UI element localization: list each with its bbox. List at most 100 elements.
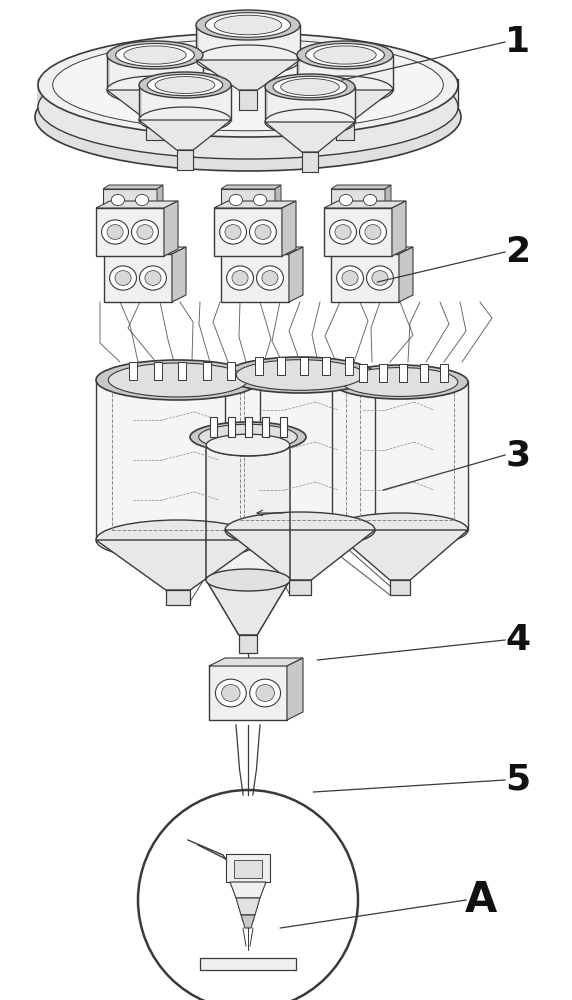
Ellipse shape <box>372 271 388 285</box>
Bar <box>420 364 428 382</box>
Bar <box>177 150 193 170</box>
Bar <box>239 635 257 653</box>
Polygon shape <box>332 530 468 580</box>
Ellipse shape <box>112 194 125 206</box>
Ellipse shape <box>108 363 248 397</box>
Bar <box>399 364 407 382</box>
Polygon shape <box>196 25 199 60</box>
Polygon shape <box>157 185 163 211</box>
Polygon shape <box>139 120 231 150</box>
Bar <box>178 362 186 380</box>
Bar <box>221 189 276 211</box>
Polygon shape <box>241 915 255 928</box>
Bar <box>300 357 308 375</box>
Ellipse shape <box>38 33 458 137</box>
Bar <box>200 958 296 970</box>
Polygon shape <box>209 658 303 666</box>
Ellipse shape <box>335 225 351 239</box>
Polygon shape <box>331 185 391 189</box>
Text: 5: 5 <box>505 763 530 797</box>
Polygon shape <box>107 55 203 90</box>
Polygon shape <box>96 201 178 208</box>
Ellipse shape <box>229 194 243 206</box>
Text: 1: 1 <box>505 25 530 59</box>
Polygon shape <box>96 540 260 590</box>
Polygon shape <box>206 580 290 635</box>
Ellipse shape <box>198 424 297 450</box>
Ellipse shape <box>107 225 123 239</box>
Polygon shape <box>287 658 303 720</box>
Ellipse shape <box>255 225 271 239</box>
Polygon shape <box>38 81 46 107</box>
Ellipse shape <box>253 194 267 206</box>
Polygon shape <box>399 247 413 302</box>
Polygon shape <box>172 247 186 302</box>
Bar <box>227 362 235 380</box>
Ellipse shape <box>139 72 231 98</box>
Ellipse shape <box>124 46 186 64</box>
Bar <box>359 364 367 382</box>
Ellipse shape <box>265 109 355 135</box>
Bar <box>277 357 285 375</box>
Bar <box>214 208 282 256</box>
Polygon shape <box>324 201 406 208</box>
Ellipse shape <box>206 569 290 591</box>
Polygon shape <box>265 122 355 152</box>
Bar <box>113 390 244 530</box>
Bar <box>202 362 210 380</box>
Ellipse shape <box>367 266 394 290</box>
Ellipse shape <box>314 46 376 64</box>
Ellipse shape <box>225 357 375 393</box>
Ellipse shape <box>96 360 260 400</box>
Polygon shape <box>282 201 296 256</box>
Bar <box>239 90 257 110</box>
Ellipse shape <box>220 220 247 244</box>
Ellipse shape <box>132 220 158 244</box>
Polygon shape <box>297 55 393 90</box>
Ellipse shape <box>360 220 387 244</box>
Bar <box>234 860 262 878</box>
Bar <box>331 189 386 211</box>
Ellipse shape <box>342 368 458 396</box>
Bar <box>166 590 190 605</box>
Ellipse shape <box>265 74 355 100</box>
Ellipse shape <box>155 77 215 93</box>
Polygon shape <box>392 201 406 256</box>
Polygon shape <box>221 247 303 254</box>
Bar <box>210 417 217 437</box>
Bar <box>324 208 392 256</box>
Ellipse shape <box>250 679 280 707</box>
Text: 2: 2 <box>505 235 530 269</box>
Ellipse shape <box>140 266 166 290</box>
Ellipse shape <box>297 41 393 69</box>
Text: A: A <box>464 879 496 921</box>
Ellipse shape <box>107 41 203 69</box>
Polygon shape <box>196 60 300 90</box>
Ellipse shape <box>139 107 231 133</box>
Ellipse shape <box>214 15 282 35</box>
Bar <box>228 417 235 437</box>
Polygon shape <box>385 185 391 211</box>
Bar <box>379 364 387 382</box>
Ellipse shape <box>115 271 131 285</box>
Ellipse shape <box>221 685 240 701</box>
Ellipse shape <box>145 271 161 285</box>
Ellipse shape <box>342 271 358 285</box>
Polygon shape <box>289 247 303 302</box>
Ellipse shape <box>363 194 377 206</box>
Bar <box>322 357 330 375</box>
Ellipse shape <box>297 76 393 104</box>
Polygon shape <box>297 90 393 120</box>
Text: 3: 3 <box>505 438 530 472</box>
Polygon shape <box>96 380 260 540</box>
Polygon shape <box>107 55 110 90</box>
Ellipse shape <box>236 360 364 390</box>
Bar <box>331 254 399 302</box>
Polygon shape <box>225 530 375 580</box>
Bar <box>96 208 164 256</box>
Ellipse shape <box>205 13 291 37</box>
Bar <box>146 120 164 140</box>
Bar <box>104 254 172 302</box>
Polygon shape <box>331 247 413 254</box>
Polygon shape <box>103 185 163 189</box>
